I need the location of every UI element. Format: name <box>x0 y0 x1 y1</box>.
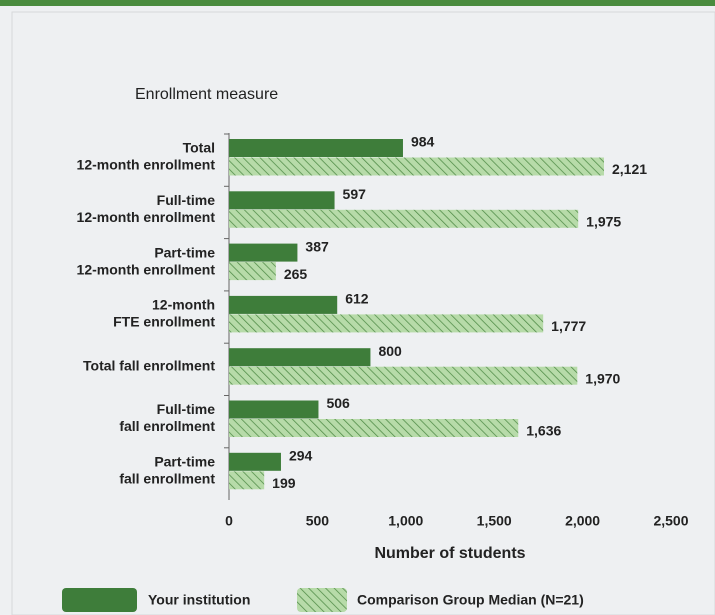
bar <box>229 191 335 210</box>
bar <box>229 400 319 419</box>
x-tick-label: 2,500 <box>653 513 688 529</box>
y-tick-label: Part-time <box>154 454 215 470</box>
bar <box>229 348 371 367</box>
bar <box>229 366 578 385</box>
legend-label: Comparison Group Median (N=21) <box>357 592 584 608</box>
y-tick-label: fall enrollment <box>119 418 215 434</box>
bar <box>229 139 403 157</box>
bar <box>229 419 519 437</box>
bar <box>229 452 281 471</box>
value-label: 506 <box>326 395 350 411</box>
value-label: 387 <box>305 238 329 254</box>
y-tick-label: 12-month enrollment <box>77 157 216 173</box>
value-label: 294 <box>289 448 313 464</box>
x-tick-label: 1,500 <box>477 513 512 529</box>
y-tick-label: Full-time <box>157 401 216 417</box>
y-tick-label: FTE enrollment <box>113 314 215 330</box>
value-label: 1,636 <box>526 423 561 439</box>
x-tick-label: 500 <box>306 513 330 529</box>
value-label: 612 <box>345 291 369 307</box>
value-label: 1,970 <box>585 370 620 386</box>
y-tick-label: Total <box>183 140 215 156</box>
y-tick-label: Total fall enrollment <box>83 357 215 373</box>
value-label: 800 <box>378 343 402 359</box>
y-tick-label: 12-month enrollment <box>77 261 216 277</box>
y-tick-label: fall enrollment <box>119 471 215 487</box>
value-label: 1,777 <box>551 318 586 334</box>
y-tick-label: 12-month <box>152 297 215 313</box>
bar <box>229 471 265 490</box>
bar <box>229 209 579 228</box>
value-label: 2,121 <box>612 161 647 177</box>
value-label: 597 <box>343 186 367 202</box>
panel <box>11 11 715 615</box>
top-bar <box>0 0 715 6</box>
y-tick-label: Full-time <box>157 192 216 208</box>
x-axis-title: Number of students <box>374 545 525 562</box>
bar <box>229 314 544 333</box>
bar <box>229 157 604 176</box>
value-label: 265 <box>284 266 308 282</box>
x-tick-label: 2,000 <box>565 513 600 529</box>
legend-label: Your institution <box>148 592 250 608</box>
x-tick-label: 1,000 <box>388 513 423 529</box>
bar <box>229 243 298 262</box>
value-label: 199 <box>272 475 296 491</box>
y-tick-label: 12-month enrollment <box>77 209 216 225</box>
value-label: 984 <box>411 134 435 150</box>
y-axis-title: Enrollment measure <box>135 86 278 103</box>
value-label: 1,975 <box>586 214 621 230</box>
y-tick-label: Part-time <box>154 244 215 260</box>
bar <box>229 262 276 281</box>
x-tick-label: 0 <box>225 513 233 529</box>
legend-swatch <box>297 588 347 612</box>
bar <box>229 295 338 314</box>
legend-swatch <box>62 588 137 612</box>
